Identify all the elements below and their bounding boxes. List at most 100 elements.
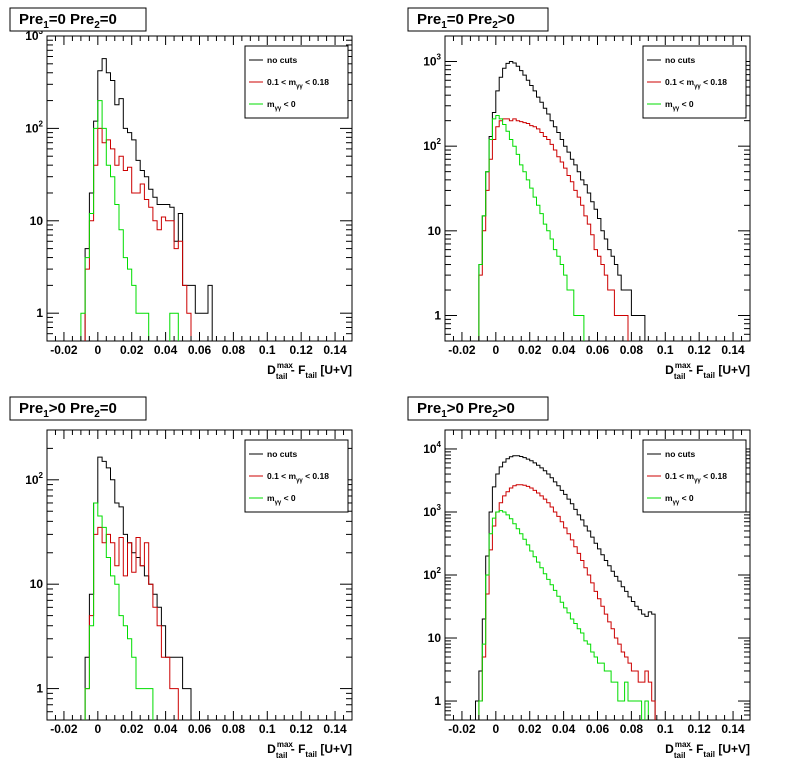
- title-part: >0: [498, 400, 515, 417]
- series-no_cuts: [84, 58, 213, 341]
- x-tick-label: 0.06: [586, 722, 610, 736]
- xlabel-mid: - F: [287, 742, 305, 756]
- y-tick-base: 1: [36, 306, 43, 320]
- legend-entry-mass_window: 0.1 < mγγ < 0.18: [665, 471, 727, 484]
- y-tick-exponent: 4: [437, 440, 442, 449]
- legend-text: < 0: [281, 493, 296, 503]
- x-tick-label: 0: [492, 722, 499, 736]
- legend-text: no cuts: [267, 449, 297, 459]
- legend-text: < 0: [679, 99, 694, 109]
- legend-text: 0.1 < m: [665, 471, 695, 481]
- y-tick-label: 10: [30, 214, 44, 228]
- title-subscript: 2: [492, 409, 498, 420]
- x-tick-label: -0.02: [50, 722, 78, 736]
- x-tick-label: 0.12: [687, 343, 711, 357]
- xlabel-mid: - F: [287, 363, 305, 377]
- title-box: [9, 396, 147, 421]
- legend-entry-negative_mass: mγγ < 0: [267, 99, 296, 112]
- title-subscript: 1: [441, 20, 447, 31]
- legend-text: no cuts: [665, 449, 695, 459]
- title-part: =0 Pre: [49, 11, 94, 28]
- y-tick-base: 10: [25, 29, 39, 43]
- legend-text: no cuts: [267, 55, 297, 65]
- legend-text: no cuts: [665, 55, 695, 65]
- x-tick-label: 0.14: [323, 343, 347, 357]
- series-mass_window: [84, 127, 192, 341]
- y-tick-base: 10: [30, 577, 44, 591]
- y-tick-base: 10: [423, 505, 437, 519]
- title-subscript: 1: [441, 409, 447, 420]
- xlabel-sup: max: [675, 361, 692, 370]
- x-tick-label: 0.06: [586, 343, 610, 357]
- series-mass_window: [478, 484, 656, 720]
- xlabel-post: [U+V]: [715, 363, 750, 377]
- legend-subscript: γγ: [296, 84, 303, 90]
- x-axis-label: Dmax tail - Ftail [U+V]: [665, 361, 750, 381]
- y-tick-label: 10: [428, 631, 442, 645]
- panel-title: Pre1=0 Pre2>0: [417, 11, 515, 31]
- y-tick-base: 10: [423, 568, 437, 582]
- xlabel-post: [U+V]: [317, 363, 352, 377]
- x-tick-label: 0.04: [552, 722, 576, 736]
- x-tick-label: 0.08: [620, 343, 644, 357]
- y-tick-base: 1: [434, 694, 441, 708]
- xlabel-mid: - F: [685, 742, 703, 756]
- x-axis-label: Dmax tail - Ftail [U+V]: [267, 361, 352, 381]
- legend-entry-negative_mass: mγγ < 0: [267, 493, 296, 506]
- title-box: [407, 396, 549, 421]
- legend-text: m: [665, 493, 673, 503]
- x-tick-label: 0: [94, 722, 101, 736]
- xlabel-mid: - F: [685, 363, 703, 377]
- y-tick-base: 10: [423, 139, 437, 153]
- y-tick-label: 103: [423, 503, 441, 519]
- y-tick-base: 10: [428, 631, 442, 645]
- series-negative_mass: [478, 510, 649, 720]
- x-tick-label: -0.02: [50, 343, 78, 357]
- x-tick-label: 0.12: [687, 722, 711, 736]
- title-part: Pre: [417, 11, 441, 28]
- xlabel-post: [U+V]: [317, 742, 352, 756]
- legend-text: < 0: [679, 493, 694, 503]
- y-tick-label: 10: [30, 577, 44, 591]
- x-tick-label: 0.06: [188, 722, 212, 736]
- legend-subscript: γγ: [673, 106, 680, 112]
- xlabel-sub: tail: [276, 751, 288, 760]
- x-tick-label: 0: [492, 343, 499, 357]
- x-tick-label: 0.06: [188, 343, 212, 357]
- y-tick-base: 10: [25, 121, 39, 135]
- series-negative_mass: [80, 100, 179, 341]
- legend-entry-no_cuts: no cuts: [267, 55, 297, 65]
- xlabel-sub: tail: [703, 750, 715, 759]
- xlabel-post: [U+V]: [715, 742, 750, 756]
- x-tick-label: 0.08: [222, 343, 246, 357]
- series-mass_window: [84, 526, 179, 720]
- panel-1: -0.02 0 0.02 0.04 0.06 0.08 0.1 0.12 0.141101021…: [9, 7, 353, 381]
- title-subscript: 2: [492, 20, 498, 31]
- y-tick-exponent: 3: [437, 52, 442, 61]
- xlabel-sup: max: [277, 740, 294, 749]
- x-tick-label: 0.02: [518, 343, 542, 357]
- title-subscript: 2: [94, 409, 100, 420]
- x-tick-label: -0.02: [448, 722, 476, 736]
- x-tick-label: 0.14: [721, 343, 745, 357]
- legend-subscript: γγ: [694, 84, 701, 90]
- series-no_cuts: [475, 455, 656, 720]
- x-tick-label: 0.12: [289, 722, 313, 736]
- x-tick-label: 0.08: [222, 722, 246, 736]
- panel-3: -0.02 0 0.02 0.04 0.06 0.08 0.1 0.12 0.14110102D…: [9, 396, 353, 760]
- title-part: =0: [100, 400, 117, 417]
- legend-text: < 0.18: [701, 471, 728, 481]
- y-tick-base: 1: [434, 309, 441, 323]
- y-tick-label: 102: [25, 119, 43, 135]
- legend-subscript: γγ: [694, 478, 701, 484]
- x-tick-label: 0.02: [120, 722, 144, 736]
- xlabel-sub: tail: [674, 372, 686, 381]
- xlabel-sup: max: [277, 361, 294, 370]
- panel-2: -0.02 0 0.02 0.04 0.06 0.08 0.1 0.12 0.141101021…: [407, 7, 751, 381]
- title-box: [9, 7, 147, 32]
- legend-text: 0.1 < m: [267, 77, 297, 87]
- y-tick-exponent: 2: [437, 566, 442, 575]
- xlabel-sup: max: [675, 740, 692, 749]
- legend-subscript: γγ: [296, 478, 303, 484]
